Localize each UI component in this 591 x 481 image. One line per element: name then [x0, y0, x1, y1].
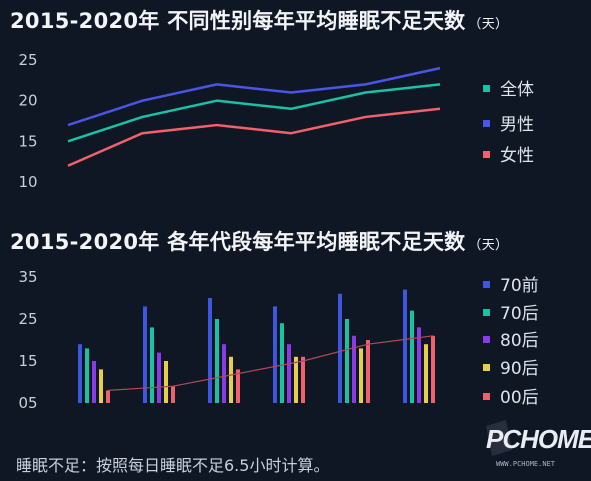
y-tick-label: 20	[18, 92, 37, 110]
bar	[157, 352, 161, 403]
legend-swatch	[483, 120, 490, 127]
bar	[78, 344, 82, 403]
legend-label: 90后	[500, 359, 539, 379]
legend-swatch	[483, 151, 490, 158]
bar	[222, 344, 226, 403]
y-tick-label: 25	[18, 310, 37, 328]
bar	[236, 369, 240, 403]
bar	[410, 310, 414, 403]
bar	[171, 386, 175, 403]
legend-swatch	[483, 281, 490, 288]
bar	[106, 390, 110, 403]
bar	[99, 369, 103, 403]
legend-label: 80后	[500, 331, 539, 351]
bar	[273, 306, 277, 403]
bar	[143, 306, 147, 403]
bar	[280, 323, 284, 403]
logo-url: WWW.PCHOME.NET	[496, 460, 556, 468]
logo-text: PCHOME	[486, 424, 591, 454]
bar	[208, 298, 212, 403]
bar	[85, 348, 89, 403]
trend-line	[107, 335, 434, 391]
legend-label: 女性	[500, 146, 534, 166]
legend-swatch	[483, 364, 490, 371]
bar	[301, 356, 305, 403]
y-tick-label: 10	[18, 173, 37, 191]
footnote: 睡眠不足：按照每日睡眠不足6.5小时计算。	[16, 456, 330, 475]
legend-label: 70前	[500, 276, 539, 296]
series-line	[67, 107, 441, 167]
series-line	[67, 66, 441, 127]
y-tick-label: 15	[18, 352, 37, 370]
y-tick-label: 25	[18, 51, 37, 69]
bar	[417, 327, 421, 403]
legend-label: 男性	[500, 115, 534, 135]
bar-chart-title: 2015-2020年 各年代段每年平均睡眠不足天数 （天）	[10, 230, 509, 254]
line-chart-title: 2015-2020年 不同性别每年平均睡眠不足天数 （天）	[10, 9, 509, 33]
bar	[150, 327, 154, 403]
bar	[338, 293, 342, 403]
bar	[352, 335, 356, 403]
bar	[229, 356, 233, 403]
legend-label: 全体	[500, 80, 534, 100]
series-line	[67, 83, 441, 143]
legend-swatch	[483, 393, 490, 400]
bar	[215, 319, 219, 403]
bar	[287, 344, 291, 403]
pchome-logo: PCHOME WWW.PCHOME.NET	[482, 420, 591, 476]
legend-swatch	[483, 336, 490, 343]
y-tick-label: 05	[18, 394, 37, 412]
bar	[431, 335, 435, 403]
bar	[294, 356, 298, 403]
bar	[92, 361, 96, 403]
bar	[345, 319, 349, 403]
y-tick-label: 15	[18, 132, 37, 150]
bar	[164, 361, 168, 403]
legend-swatch	[483, 85, 490, 92]
bar	[424, 344, 428, 403]
y-tick-label: 35	[18, 268, 37, 286]
legend-swatch	[483, 309, 490, 316]
bar	[366, 340, 370, 403]
bar	[359, 348, 363, 403]
legend-label: 00后	[500, 388, 539, 408]
legend-label: 70后	[500, 304, 539, 324]
bar	[403, 289, 407, 403]
